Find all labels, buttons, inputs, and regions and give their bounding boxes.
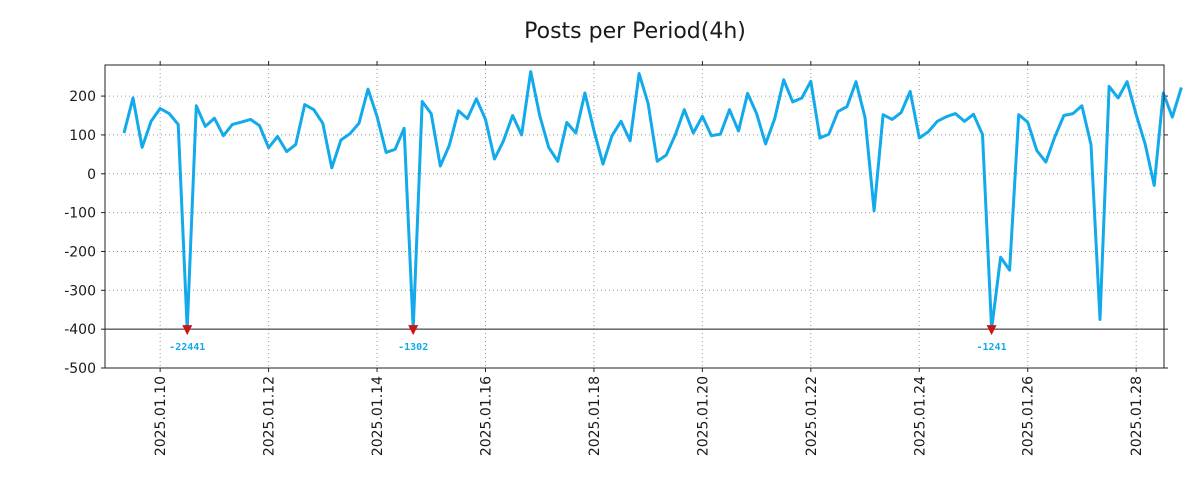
y-tick-label: 200: [69, 89, 96, 105]
y-tick-label: -200: [64, 244, 96, 260]
x-tick-label: 2025.01.24: [912, 376, 928, 456]
series-layer: [122, 70, 1183, 331]
annotations: -22441 -1302 -1241: [169, 325, 1007, 353]
x-tick-label: 2025.01.10: [153, 376, 169, 456]
y-tick-label: -500: [64, 361, 96, 377]
y-tick-label: 0: [87, 167, 96, 183]
y-tick-label: -300: [64, 283, 96, 299]
chart-title: Posts per Period(4h): [524, 19, 746, 44]
x-tick-label: 2025.01.28: [1129, 376, 1145, 456]
y-tick-label: -100: [64, 206, 96, 222]
x-tick-label: 2025.01.18: [587, 376, 603, 456]
plot-frame: [104, 64, 1165, 369]
y-tick-label: -400: [64, 322, 96, 338]
x-tick-label: 2025.01.26: [1021, 376, 1037, 456]
x-tick-label: 2025.01.16: [478, 376, 494, 456]
y-tick-label: 100: [69, 128, 96, 144]
series-line: [122, 70, 1183, 331]
offscale-marker: [408, 325, 419, 336]
x-tick-label: 2025.01.20: [695, 376, 711, 456]
offscale-label: -1241: [977, 342, 1007, 353]
offscale-label: -1302: [398, 342, 428, 353]
offscale-marker: [182, 325, 193, 336]
axes: 200 100 0 -100 -200 -300 -400 -500 2025.01.10 202…: [64, 61, 1168, 456]
x-tick-label: 2025.01.22: [804, 376, 820, 456]
x-tick-label: 2025.01.12: [262, 376, 278, 456]
offscale-marker: [986, 325, 997, 336]
offscale-label: -22441: [169, 342, 205, 353]
x-tick-label: 2025.01.14: [370, 376, 386, 456]
